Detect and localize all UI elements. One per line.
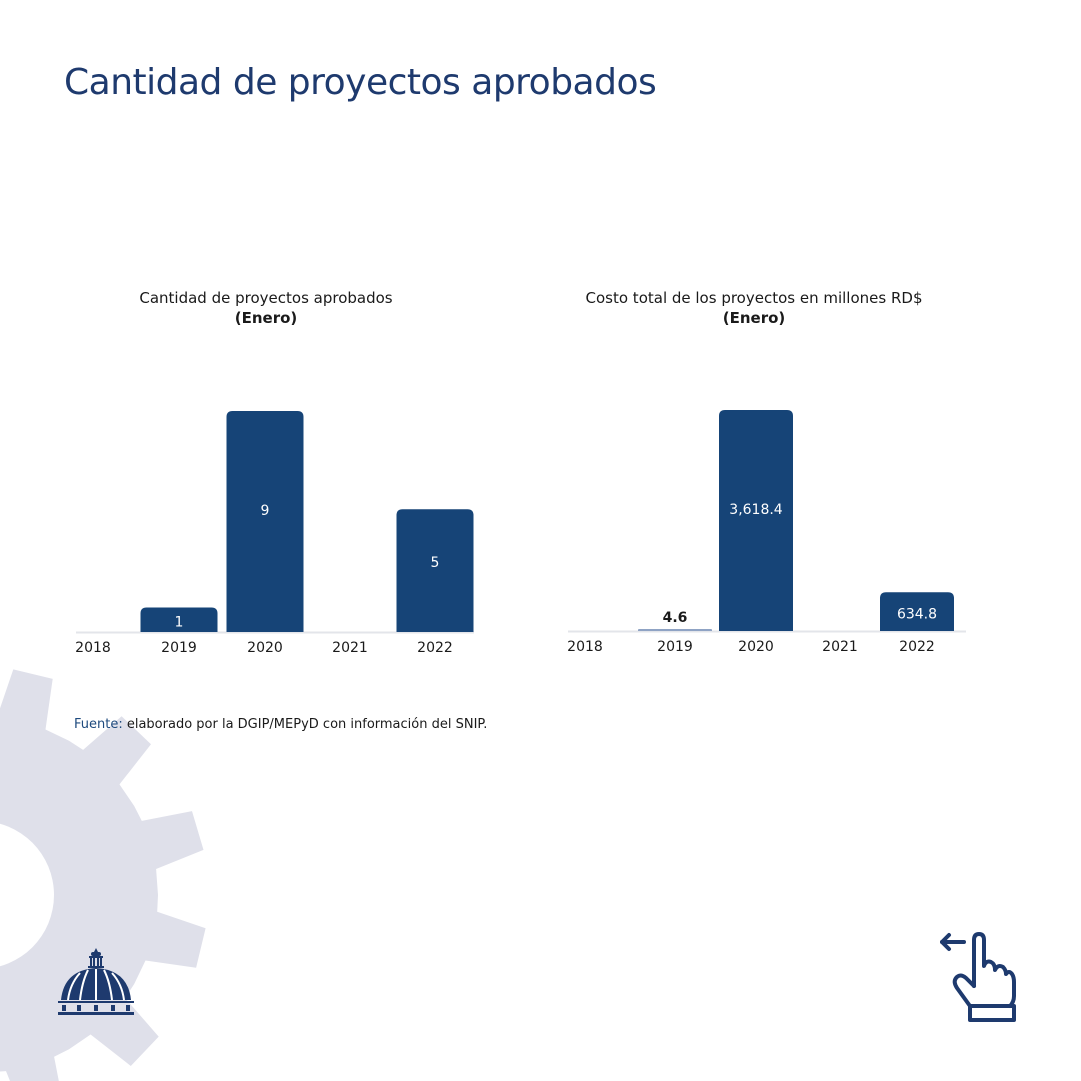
x-tick-label: 2018 bbox=[567, 639, 603, 655]
chart-2-title: Costo total de los proyectos en millones… bbox=[554, 288, 954, 328]
bar-2022 bbox=[396, 509, 474, 632]
data-label-2019: 1 bbox=[175, 615, 184, 631]
swipe-left-hand-icon bbox=[940, 932, 1016, 1022]
source-text: elaborado por la DGIP/MEPyD con informac… bbox=[122, 717, 488, 732]
page-title: Cantidad de proyectos aprobados bbox=[64, 62, 657, 103]
x-tick-label: 2021 bbox=[332, 640, 368, 656]
x-tick-label: 2019 bbox=[161, 640, 197, 656]
dome-logo-icon bbox=[58, 948, 134, 1015]
data-label-2020: 3,618.4 bbox=[729, 502, 783, 518]
data-label-2022: 5 bbox=[431, 555, 440, 571]
x-tick-label: 2019 bbox=[657, 639, 693, 655]
source-label: Fuente: bbox=[74, 717, 123, 732]
chart-1-title-text: Cantidad de proyectos aprobados bbox=[139, 289, 393, 307]
data-label-2020: 9 bbox=[261, 503, 270, 519]
x-tick-label: 2022 bbox=[417, 640, 453, 656]
source-note: Fuente: elaborado por la DGIP/MEPyD con … bbox=[74, 717, 487, 732]
x-tick-label: 2018 bbox=[75, 640, 111, 656]
chart-2-subtitle: (Enero) bbox=[722, 309, 786, 327]
x-tick-label: 2020 bbox=[738, 639, 774, 655]
bar-2020 bbox=[719, 410, 793, 631]
bar-2020 bbox=[226, 411, 304, 632]
chart-1-title: Cantidad de proyectos aprobados (Enero) bbox=[96, 288, 436, 328]
bar-2022 bbox=[880, 592, 954, 631]
bar-2019 bbox=[140, 607, 218, 632]
data-label-2019: 4.6 bbox=[663, 610, 688, 626]
x-tick-label: 2021 bbox=[822, 639, 858, 655]
chart-2-title-text: Costo total de los proyectos en millones… bbox=[585, 289, 923, 307]
x-tick-label: 2022 bbox=[899, 639, 935, 655]
bar-2019 bbox=[638, 629, 712, 631]
chart-1-subtitle: (Enero) bbox=[234, 309, 298, 327]
x-tick-label: 2020 bbox=[247, 640, 283, 656]
data-label-2022: 634.8 bbox=[897, 607, 937, 623]
